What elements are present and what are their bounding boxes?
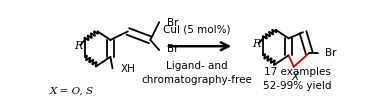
Text: X = O, S: X = O, S xyxy=(50,87,94,96)
Text: Br: Br xyxy=(325,48,337,58)
Text: 17 examples
52-99% yield: 17 examples 52-99% yield xyxy=(263,67,332,91)
Text: R: R xyxy=(74,41,83,51)
Text: Ligand- and
chromatography-free: Ligand- and chromatography-free xyxy=(142,61,253,85)
Text: Br: Br xyxy=(167,18,179,28)
Text: XH: XH xyxy=(121,64,136,74)
Text: X: X xyxy=(291,72,298,82)
Text: R: R xyxy=(253,39,261,49)
Text: CuI (5 mol%): CuI (5 mol%) xyxy=(164,25,231,35)
Text: Br: Br xyxy=(167,44,179,54)
